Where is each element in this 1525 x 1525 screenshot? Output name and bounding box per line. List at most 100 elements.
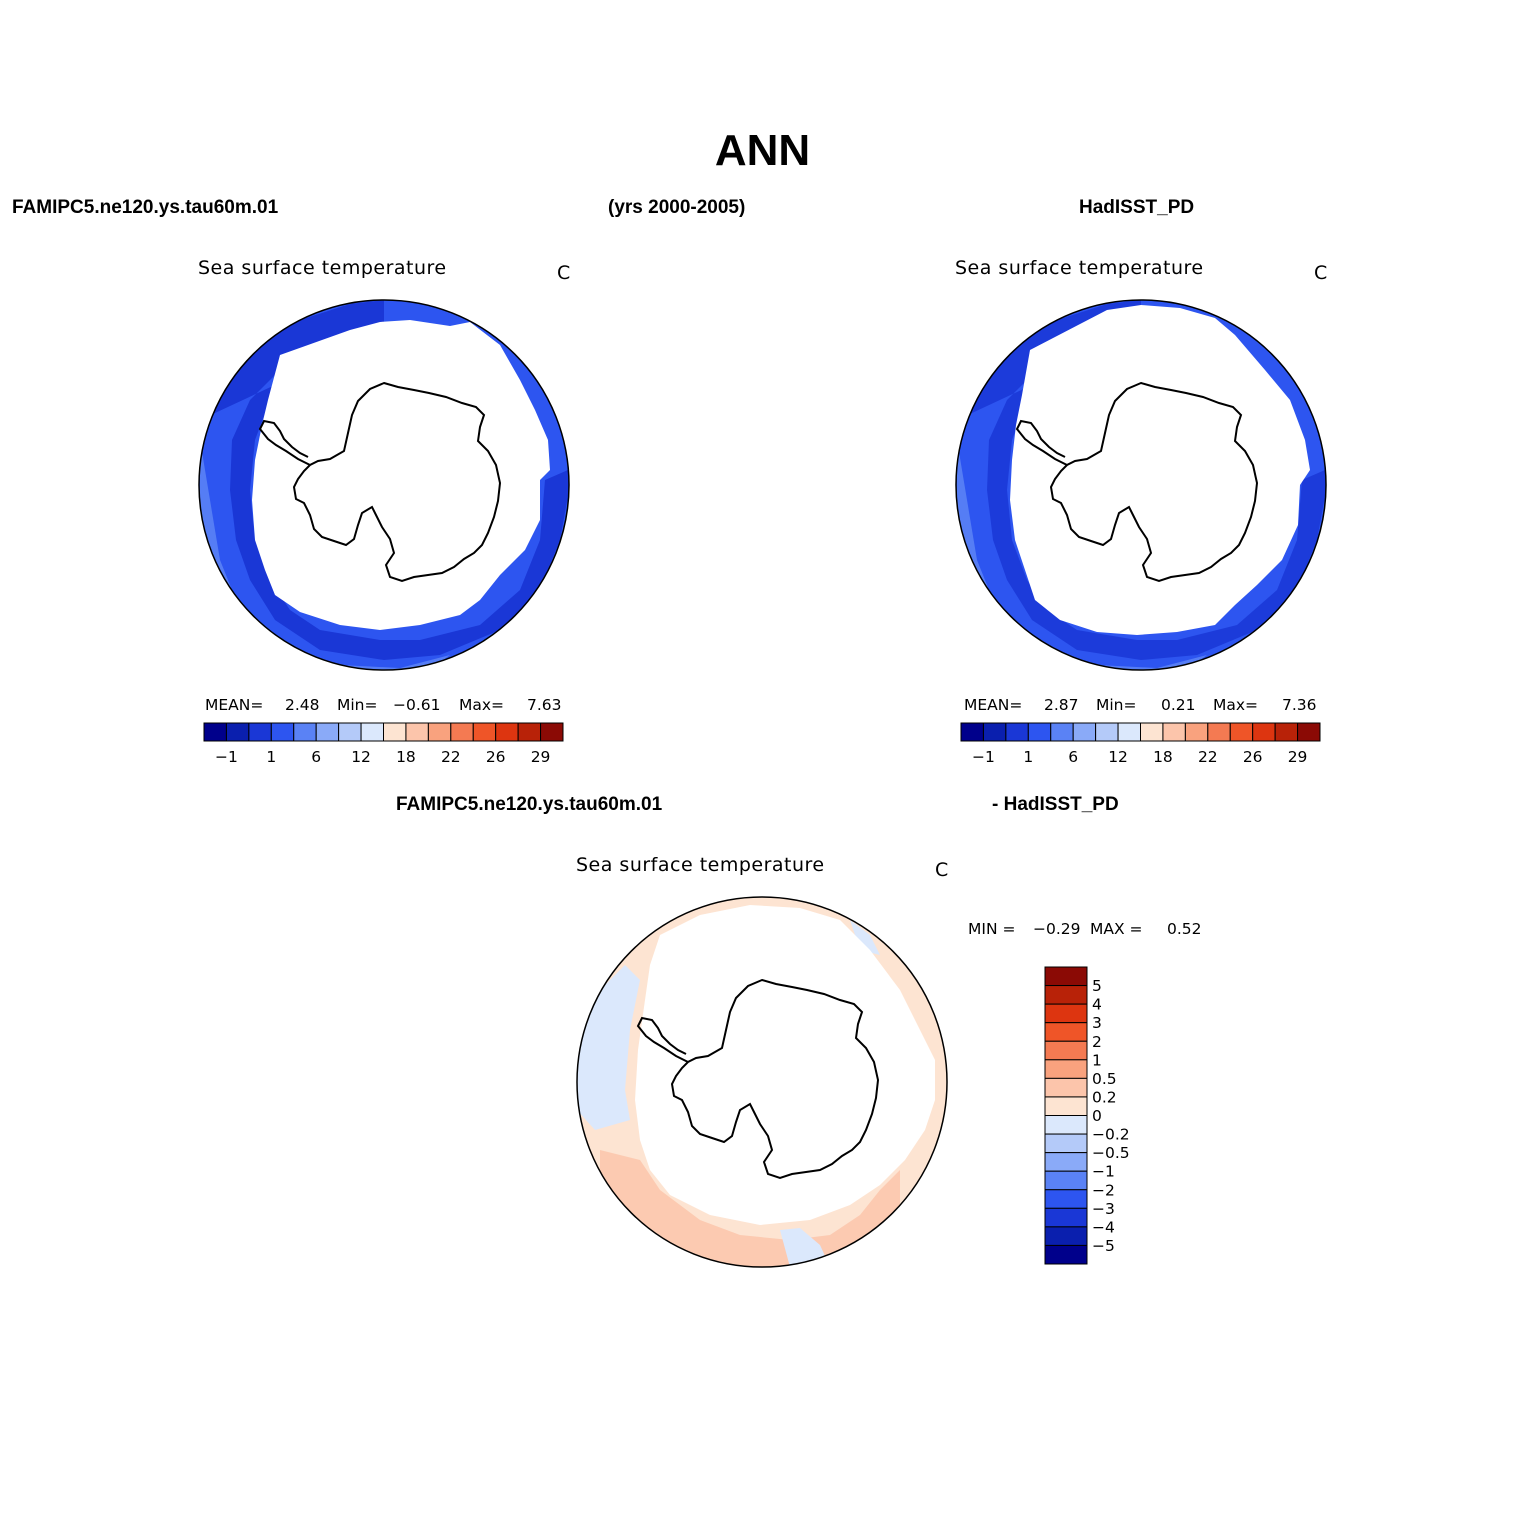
colorbar-model-swatch (248, 722, 272, 742)
colorbar-diff-swatch (1044, 1040, 1088, 1061)
colorbar-diff-swatch (1044, 1059, 1088, 1079)
colorbar-diff-swatch (1044, 1244, 1088, 1265)
map-diff (577, 897, 947, 1267)
colorbar-model-swatch (427, 722, 452, 742)
panel-diff-max: 0.52 (1167, 920, 1202, 938)
obs-name: HadISST_PD (1079, 197, 1195, 218)
colorbar-model-swatch (203, 722, 227, 742)
colorbar-model-swatch (293, 722, 317, 742)
colorbar-obs-swatch (1072, 722, 1097, 742)
panel-obs-min: 0.21 (1161, 696, 1196, 714)
colorbar-obs-tick-label: 18 (1153, 748, 1173, 766)
panel-model-max: 7.63 (527, 696, 562, 714)
panel-obs-mean-label: MEAN= (964, 696, 1023, 714)
colorbar-obs-swatch (1140, 722, 1164, 742)
panel-model-title: Sea surface temperature (198, 257, 447, 279)
panel-model-max-label: Max= (459, 696, 505, 714)
colorbar-obs-tick-label: 22 (1198, 748, 1218, 766)
colorbar-model-swatch (540, 722, 564, 742)
panel-obs-units: C (1314, 262, 1328, 284)
colorbar-diff-tick-label: 5 (1092, 977, 1102, 995)
case-name: FAMIPC5.ne120.ys.tau60m.01 (12, 197, 279, 218)
colorbar-diff-tick-label: 0 (1092, 1107, 1102, 1125)
colorbar-obs-swatch (1095, 722, 1119, 742)
colorbar-obs-swatch (1274, 722, 1299, 742)
colorbar-obs-tick-label: 1 (1023, 748, 1033, 766)
colorbar-obs-swatch (1297, 722, 1321, 742)
colorbar-diff-tick-label: −2 (1092, 1181, 1115, 1199)
colorbar-diff-swatch (1044, 1170, 1088, 1191)
colorbar-diff-swatch (1044, 1003, 1088, 1024)
colorbar-obs-swatch (1027, 722, 1052, 742)
colorbar-obs-swatch (982, 722, 1007, 742)
colorbar-diff-swatch (1044, 985, 1088, 1005)
colorbar-model-tick-label: 12 (351, 748, 371, 766)
colorbar-diff-tick-label: −0.2 (1092, 1126, 1130, 1144)
colorbar-diff-tick-label: 0.2 (1092, 1088, 1117, 1106)
colorbar-model-swatch (315, 722, 340, 742)
colorbar-model-tick-label: 6 (311, 748, 321, 766)
colorbar-obs-swatch (1229, 722, 1254, 742)
colorbar-model-tick-label: 1 (266, 748, 276, 766)
colorbar-obs-swatch (1162, 722, 1186, 742)
panel-obs-title: Sea surface temperature (955, 257, 1204, 279)
colorbar-model-tick-label: 18 (396, 748, 416, 766)
colorbar-obs-swatch (1184, 722, 1209, 742)
panel-obs-max: 7.36 (1282, 696, 1317, 714)
colorbar-obs: −1 1 6 12 18 22 26 29 (960, 722, 1321, 766)
colorbar-obs-swatch (960, 722, 984, 742)
colorbar-model-swatch (495, 722, 519, 742)
colorbar-model-swatch (383, 722, 407, 742)
panel-model-mean: 2.48 (285, 696, 320, 714)
colorbar-diff-tick-label: −0.5 (1092, 1144, 1130, 1162)
panel-diff-units: C (935, 859, 949, 881)
colorbar-obs-swatch (1005, 722, 1029, 742)
colorbar-diff-swatch (1044, 1152, 1088, 1172)
colorbar-obs-swatch (1050, 722, 1074, 742)
figure-title: ANN (714, 126, 811, 175)
colorbar-model: −1 1 6 12 18 22 26 29 (203, 722, 564, 766)
colorbar-diff-tick-label: −3 (1092, 1200, 1115, 1218)
colorbar-model-tick-label: −1 (215, 748, 238, 766)
panel-obs-max-label: Max= (1213, 696, 1259, 714)
colorbar-obs-tick-label: 29 (1288, 748, 1308, 766)
colorbar-diff-swatch (1044, 1189, 1088, 1209)
colorbar-diff-swatch (1044, 1022, 1088, 1042)
panel-diff-min-label: MIN = (968, 920, 1016, 938)
colorbar-model-swatch (225, 722, 250, 742)
colorbar-model-tick-label: 26 (486, 748, 506, 766)
colorbar-diff-swatch (1044, 1226, 1088, 1246)
colorbar-diff-tick-label: 1 (1092, 1051, 1102, 1069)
panel-obs-mean: 2.87 (1044, 696, 1079, 714)
panel-model-mean-label: MEAN= (205, 696, 264, 714)
colorbar-diff-tick-label: −1 (1092, 1163, 1115, 1181)
years-range: (yrs 2000-2005) (608, 197, 746, 218)
colorbar-model-swatch (360, 722, 384, 742)
panel-model-min-label: Min= (337, 696, 378, 714)
colorbar-model-swatch (517, 722, 542, 742)
colorbar-diff-tick-label: 4 (1092, 996, 1102, 1014)
colorbar-obs-swatch (1117, 722, 1141, 742)
colorbar-obs-tick-label: 26 (1243, 748, 1263, 766)
colorbar-diff-swatch (1044, 1077, 1088, 1098)
panel-obs-min-label: Min= (1096, 696, 1137, 714)
panel-diff-title: Sea surface temperature (576, 854, 825, 876)
colorbar-model-swatch (338, 722, 362, 742)
panel-model-units: C (557, 262, 571, 284)
colorbar-diff-swatch (1044, 1207, 1088, 1228)
colorbar-diff-swatch (1044, 1115, 1088, 1135)
colorbar-diff-tick-label: 2 (1092, 1033, 1102, 1051)
colorbar-model-swatch (450, 722, 474, 742)
map-obs (956, 300, 1326, 670)
colorbar-obs-tick-label: 6 (1068, 748, 1078, 766)
colorbar-model-swatch (270, 722, 295, 742)
colorbar-diff-tick-label: 0.5 (1092, 1070, 1117, 1088)
colorbar-obs-swatch (1207, 722, 1231, 742)
colorbar-diff-swatch (1044, 966, 1088, 987)
colorbar-model-tick-label: 22 (441, 748, 461, 766)
colorbar-model-swatch (405, 722, 429, 742)
panel-diff-max-label: MAX = (1090, 920, 1143, 938)
diff-case-name: FAMIPC5.ne120.ys.tau60m.01 (396, 794, 663, 815)
